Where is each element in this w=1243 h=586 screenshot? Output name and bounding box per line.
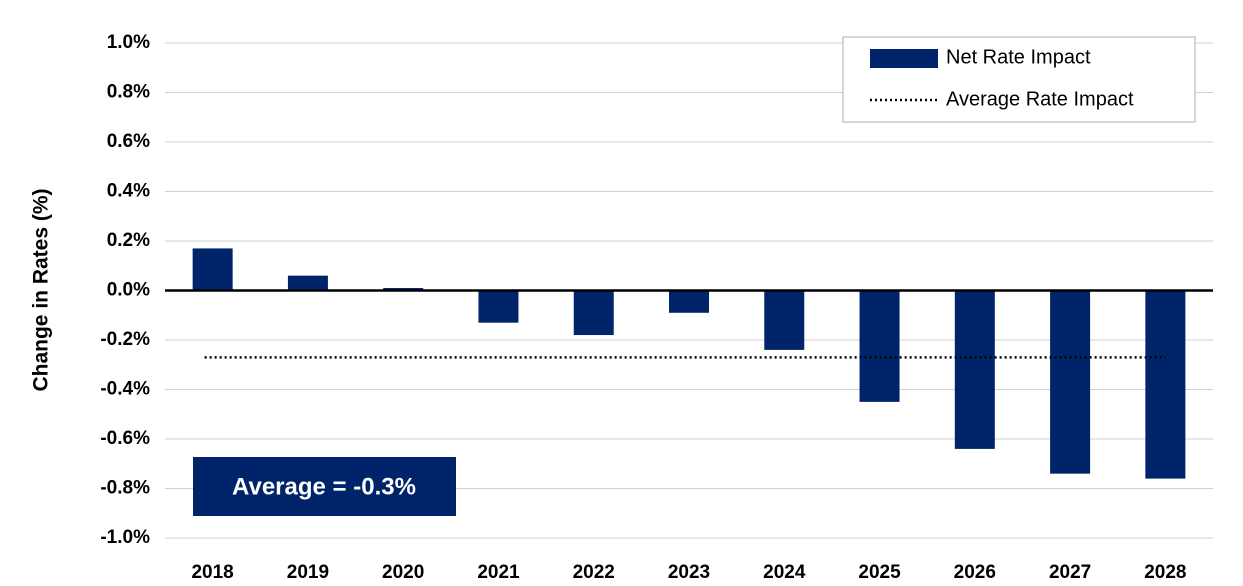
y-tick-label: -0.8% [100, 478, 150, 499]
y-tick-label: 0.0% [107, 280, 150, 301]
bar [478, 290, 519, 323]
x-tick-label: 2023 [668, 562, 710, 583]
annotation: Average = -0.3% [232, 473, 416, 500]
x-tick-label: 2027 [1049, 562, 1091, 583]
bar [669, 290, 709, 313]
bar [1050, 290, 1091, 474]
x-tick-label: 2022 [573, 562, 615, 583]
bar [192, 248, 233, 291]
bar [573, 290, 614, 336]
y-tick-label: -0.6% [100, 428, 150, 449]
y-tick-label: 0.2% [107, 230, 150, 251]
bar [764, 290, 805, 350]
bar [859, 290, 900, 402]
x-tick-label: 2018 [191, 562, 233, 583]
y-tick-label: 1.0% [107, 32, 150, 53]
x-tick-label: 2028 [1144, 562, 1186, 583]
y-tick-label: -1.0% [100, 527, 150, 548]
legend-label: Net Rate Impact [946, 46, 1091, 68]
y-tick-label: 0.4% [107, 181, 150, 202]
y-axis-label: Change in Rates (%) [30, 188, 53, 391]
x-tick-label: 2019 [287, 562, 329, 583]
x-tick-label: 2020 [382, 562, 424, 583]
bar [1145, 290, 1186, 479]
x-tick-label: 2021 [477, 562, 520, 583]
x-tick-label: 2026 [954, 562, 996, 583]
bar [954, 290, 995, 449]
x-tick-label: 2024 [763, 562, 806, 583]
y-tick-label: -0.4% [100, 379, 150, 400]
legend-label: Average Rate Impact [946, 88, 1134, 110]
legend-swatch [870, 49, 938, 68]
x-tick-label: 2025 [858, 562, 901, 583]
annotation-box [193, 457, 456, 516]
y-tick-label: 0.6% [107, 131, 150, 152]
y-tick-label: -0.2% [100, 329, 150, 350]
bar [287, 275, 328, 291]
y-tick-label: 0.8% [107, 82, 150, 103]
